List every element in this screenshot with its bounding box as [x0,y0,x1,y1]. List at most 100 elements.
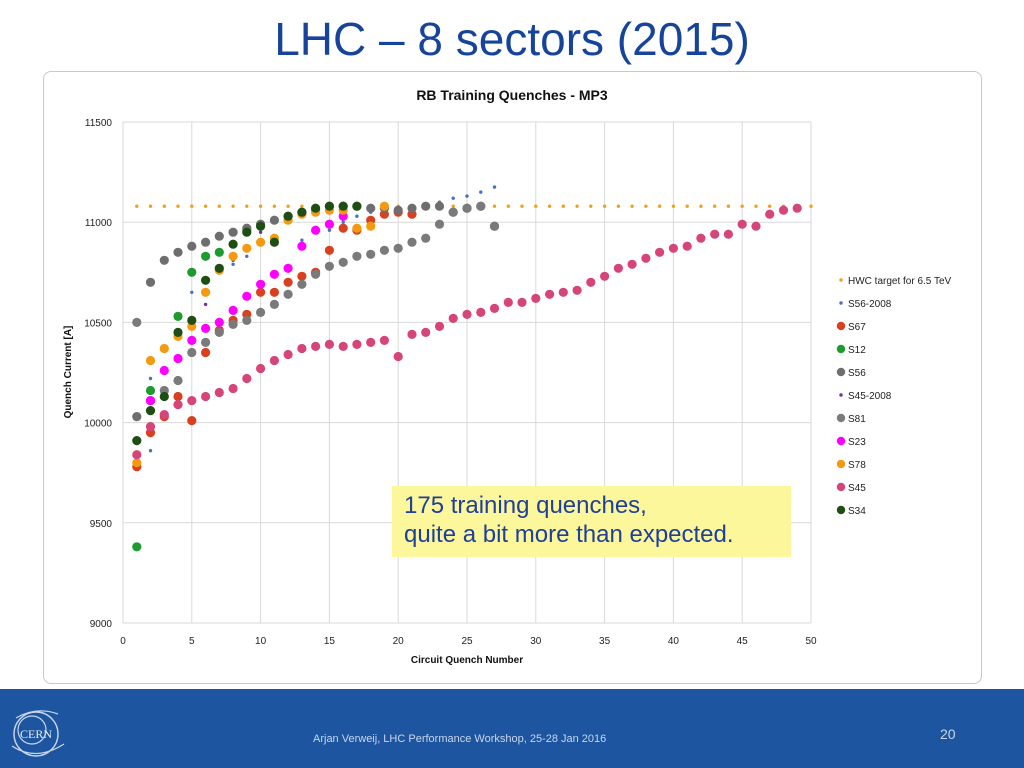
data-point [242,243,252,253]
data-point [173,353,183,364]
data-point [421,233,431,243]
legend-label: S45-2008 [848,391,892,402]
data-point [283,349,293,360]
data-point [283,263,293,273]
data-point [503,297,513,307]
legend-label: S78 [848,460,866,471]
cern-logo-text: CERN [20,727,52,741]
data-point [809,204,813,208]
data-point [242,315,252,325]
data-point [602,204,607,208]
data-point [792,203,802,213]
y-tick-label: 9000 [90,619,113,630]
data-point [256,307,266,317]
data-point [641,253,651,263]
legend-marker [836,344,846,354]
legend-label: S34 [848,506,866,517]
data-point [352,201,362,211]
data-point [145,385,156,396]
data-point [286,204,290,208]
data-point [173,327,183,337]
data-point [366,337,376,347]
data-point [324,245,334,255]
data-point [145,422,156,432]
data-point [613,263,624,273]
data-point [338,223,348,233]
data-point [572,285,582,295]
data-point [159,410,169,420]
data-point [379,335,389,345]
data-point [311,341,321,351]
data-point [297,343,307,354]
data-point [765,209,775,219]
data-point [283,277,293,287]
data-point [132,436,142,446]
data-point [324,219,334,229]
data-point [352,223,362,233]
data-point [256,279,266,289]
data-point [173,400,183,410]
data-point [479,190,483,194]
callout-line-2: quite a bit more than expected. [404,521,734,548]
data-point [159,365,169,376]
data-point [297,241,307,251]
legend-label: S67 [848,322,866,333]
data-point [187,347,197,358]
data-point [462,309,472,319]
legend-label: S12 [848,345,866,356]
data-point [201,251,211,261]
footer-bar [0,689,1024,768]
data-point [256,221,266,231]
y-axis-label: Quench Current [A] [63,326,74,419]
data-point [228,227,238,237]
data-point [300,238,304,242]
data-point [269,237,279,247]
data-point [145,406,156,416]
data-point [269,269,279,279]
data-point [434,321,445,331]
data-point [531,293,541,303]
data-point [547,204,552,208]
data-point [327,228,332,232]
data-point [214,247,224,257]
x-tick-label: 30 [530,636,542,647]
data-point [534,204,538,208]
callout-line-1: 175 training quenches, [404,492,647,519]
x-tick-label: 5 [189,636,195,647]
data-point [187,267,197,277]
data-point [201,237,211,247]
data-point [671,204,676,208]
data-point [393,205,403,215]
legend-marker [836,505,846,515]
data-point [148,204,153,208]
x-tick-label: 15 [324,636,336,647]
footer-text: Arjan Verweij, LHC Performance Workshop,… [313,733,607,745]
data-point [696,233,706,243]
data-point [407,237,417,247]
data-point [187,396,197,406]
data-point [421,201,431,211]
legend-marker [836,436,846,446]
data-point [145,277,156,287]
legend-marker [836,321,846,331]
x-tick-label: 25 [461,636,473,647]
data-point [699,204,703,208]
data-point [269,215,279,225]
x-tick-label: 35 [599,636,611,647]
data-point [228,383,238,394]
data-point [173,247,183,257]
data-point [352,251,362,261]
data-point [366,203,376,213]
data-point [520,204,524,208]
y-tick-label: 11000 [85,218,113,229]
x-tick-label: 45 [737,636,749,647]
x-axis-label: Circuit Quench Number [411,655,523,666]
data-point [159,255,169,265]
data-point [476,201,486,211]
data-point [228,305,238,315]
legend-label: S23 [848,437,866,448]
data-point [214,317,224,327]
data-point [751,221,761,231]
data-point [283,289,293,299]
data-point [451,204,455,208]
